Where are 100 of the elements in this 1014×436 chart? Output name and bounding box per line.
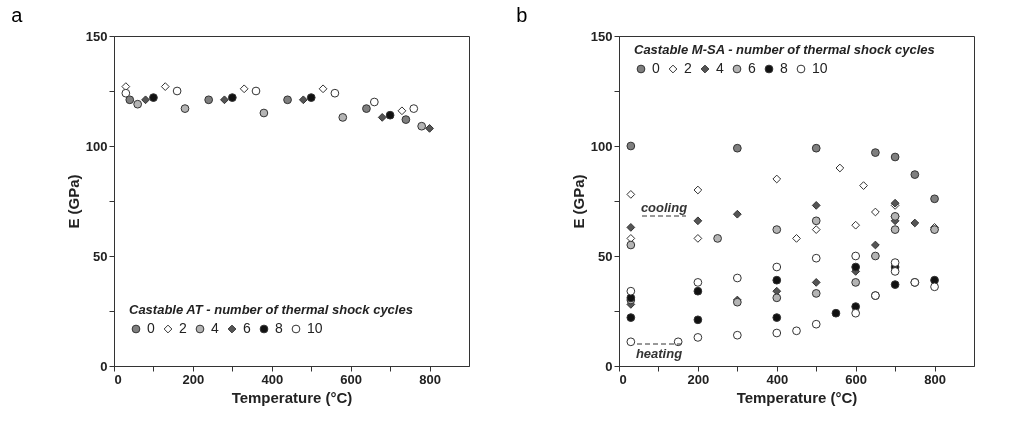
point xyxy=(425,124,434,133)
point xyxy=(811,253,821,263)
point xyxy=(871,251,880,261)
point xyxy=(133,99,143,109)
point xyxy=(626,337,636,347)
point xyxy=(626,313,636,322)
point xyxy=(831,308,841,318)
point xyxy=(125,95,135,105)
y-tick-label: 50 xyxy=(598,248,613,264)
point xyxy=(306,93,316,102)
point xyxy=(204,95,214,105)
point xyxy=(890,267,900,276)
legend-label: 4 xyxy=(211,320,219,336)
legend-title: Castable M-SA - number of thermal shock cycles xyxy=(634,42,935,57)
point xyxy=(851,308,861,318)
point xyxy=(172,86,182,96)
point xyxy=(811,289,821,298)
y-tick-label: 50 xyxy=(93,248,108,264)
legend-label: 2 xyxy=(179,320,187,336)
point xyxy=(251,86,261,96)
point xyxy=(330,88,340,98)
point xyxy=(220,95,229,105)
x-tick-label: 400 xyxy=(261,371,284,387)
point xyxy=(811,201,821,210)
point xyxy=(930,194,939,204)
legend-label: 0 xyxy=(147,320,155,336)
legend-title: Castable AT - number of thermal shock cycles xyxy=(129,302,413,317)
point xyxy=(626,286,636,296)
y-tick-label: 0 xyxy=(605,358,613,374)
x-tick-label: 200 xyxy=(687,371,710,387)
point xyxy=(227,93,237,102)
point xyxy=(369,97,379,107)
point xyxy=(149,93,158,102)
legend-label: 0 xyxy=(652,60,660,76)
y-axis-title: E (GPa) xyxy=(64,174,82,229)
point xyxy=(890,152,900,162)
point xyxy=(871,148,880,157)
point xyxy=(141,95,150,105)
point xyxy=(930,282,939,292)
point xyxy=(890,258,900,267)
point xyxy=(851,262,861,272)
point xyxy=(259,108,269,118)
x-tick-label: 600 xyxy=(845,371,868,387)
x-axis-title: Temperature (°C) xyxy=(231,388,353,406)
point xyxy=(772,313,782,322)
point xyxy=(811,278,821,287)
annotation: heating xyxy=(635,346,683,361)
legend-label: 2 xyxy=(684,60,692,76)
point xyxy=(890,280,900,289)
point xyxy=(362,104,371,113)
point xyxy=(693,315,703,325)
point xyxy=(283,95,292,105)
point xyxy=(338,113,348,122)
legend-label: 4 xyxy=(716,60,724,76)
point xyxy=(693,216,703,226)
point xyxy=(121,88,131,98)
point xyxy=(851,278,861,287)
point xyxy=(713,234,722,243)
x-tick-label: 0 xyxy=(619,371,627,387)
chart-title: b xyxy=(516,4,528,26)
point xyxy=(772,275,782,285)
y-tick-label: 150 xyxy=(85,28,108,44)
point xyxy=(409,104,419,113)
legend-label: 6 xyxy=(243,320,251,336)
point xyxy=(385,110,395,120)
point xyxy=(772,293,782,303)
point xyxy=(377,113,387,122)
point xyxy=(626,141,636,151)
point xyxy=(772,262,782,272)
point xyxy=(811,143,821,153)
y-tick-label: 100 xyxy=(590,138,613,154)
point xyxy=(693,278,703,287)
point xyxy=(811,319,821,329)
point xyxy=(626,240,636,250)
y-axis-title: E (GPa) xyxy=(569,174,587,229)
legend-label: 10 xyxy=(812,60,828,76)
x-tick-label: 0 xyxy=(114,371,122,387)
x-tick-label: 600 xyxy=(340,371,363,387)
point xyxy=(693,333,703,342)
point xyxy=(792,326,801,336)
y-tick-label: 100 xyxy=(85,138,108,154)
legend-label: 8 xyxy=(780,60,788,76)
point xyxy=(298,95,308,105)
point xyxy=(851,251,861,261)
point xyxy=(772,328,782,338)
point xyxy=(417,121,427,131)
point xyxy=(890,225,900,234)
point xyxy=(693,286,703,296)
point xyxy=(772,286,782,296)
point xyxy=(626,223,636,232)
point xyxy=(732,330,742,340)
x-axis-title: Temperature (°C) xyxy=(736,388,858,406)
point xyxy=(180,104,190,113)
point xyxy=(811,216,821,226)
point xyxy=(732,273,742,283)
point xyxy=(732,209,742,219)
legend-label: 10 xyxy=(307,320,323,336)
legend-label: 6 xyxy=(748,60,756,76)
annotation: cooling xyxy=(640,200,688,215)
x-tick-label: 400 xyxy=(766,371,789,387)
